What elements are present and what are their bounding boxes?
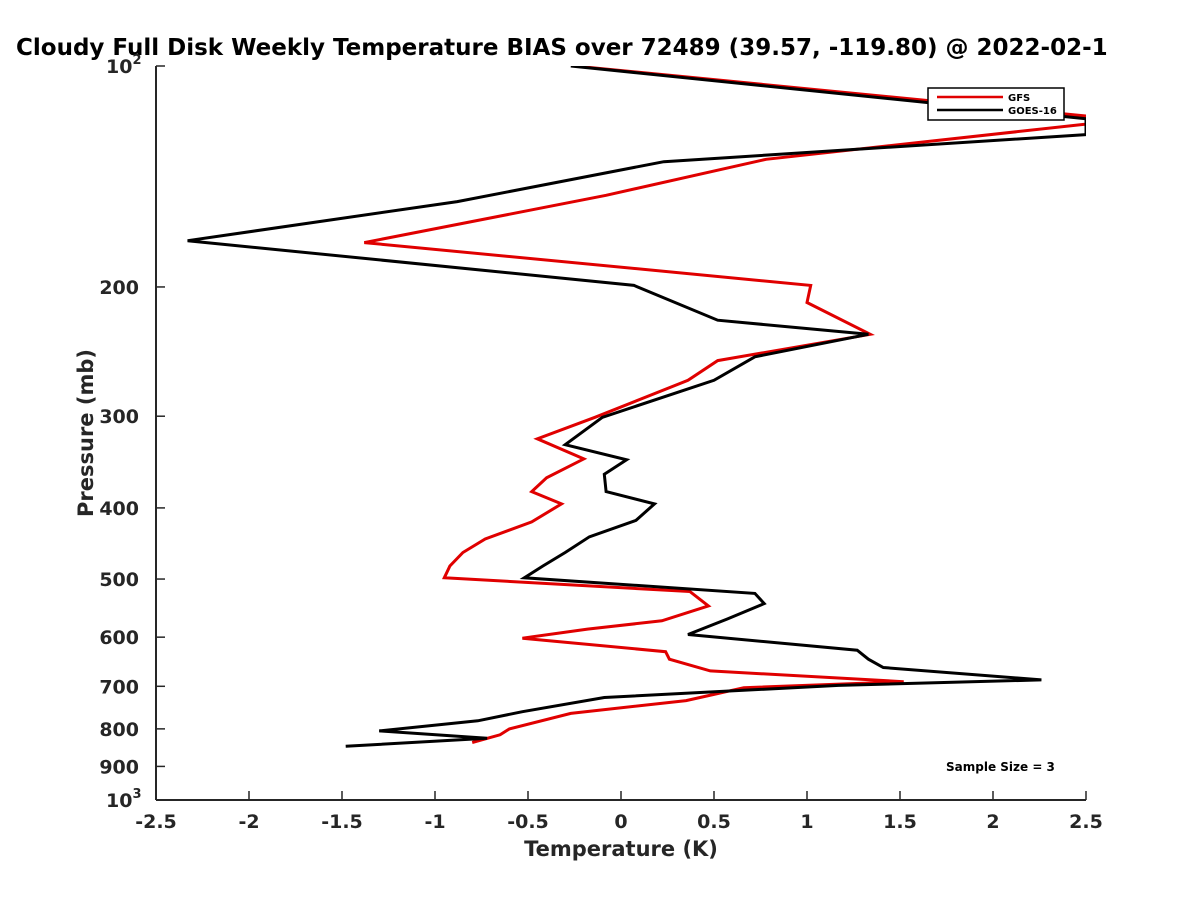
x-tick-label: 2	[986, 811, 999, 833]
legend: GFS GOES-16	[927, 87, 1065, 121]
x-tick-label: -2.5	[135, 811, 177, 833]
x-tick-label: 1	[800, 811, 813, 833]
series-line-goes16	[187, 66, 1086, 748]
plot-area: -2.5 -2 -1.5 -1 -0.5 0 0.5 1 1.5 2 2.5 10220030040…	[99, 53, 1103, 833]
legend-label-goes16: GOES-16	[1008, 106, 1057, 117]
x-axis-ticks: -2.5 -2 -1.5 -1 -0.5 0 0.5 1 1.5 2 2.5	[135, 791, 1103, 833]
y-tick-label: 200	[99, 277, 139, 299]
x-tick-label: -0.5	[507, 811, 549, 833]
chart-title: Cloudy Full Disk Weekly Temperature BIAS…	[16, 35, 1108, 61]
y-tick-base: 10	[106, 790, 132, 812]
x-tick-label: -1	[424, 811, 445, 833]
y-tick-exponent: 2	[132, 53, 141, 68]
x-tick-label: -1.5	[321, 811, 363, 833]
x-tick-label: -2	[238, 811, 259, 833]
x-axis-label: Temperature (K)	[524, 837, 718, 861]
y-tick-label: 102	[106, 53, 142, 78]
y-tick-label: 400	[99, 498, 139, 520]
x-tick-label: 0.5	[697, 811, 731, 833]
x-tick-label: 0	[614, 811, 627, 833]
x-tick-label: 1.5	[883, 811, 917, 833]
y-tick-base: 10	[106, 56, 132, 78]
sample-size-annotation: Sample Size = 3	[946, 760, 1055, 774]
y-tick-exponent: 3	[132, 787, 141, 802]
y-axis-label: Pressure (mb)	[74, 349, 98, 517]
legend-box	[927, 87, 1065, 121]
y-tick-label: 700	[99, 676, 139, 698]
y-tick-label: 600	[99, 627, 139, 649]
y-tick-label: 800	[99, 719, 139, 741]
x-tick-label: 2.5	[1069, 811, 1103, 833]
legend-label-gfs: GFS	[1008, 93, 1030, 104]
series-line-gfs	[364, 66, 1086, 744]
series-layer	[187, 66, 1086, 748]
y-tick-label: 900	[99, 756, 139, 778]
y-tick-label: 500	[99, 569, 139, 591]
y-tick-label: 300	[99, 406, 139, 428]
y-tick-label: 103	[106, 787, 142, 812]
